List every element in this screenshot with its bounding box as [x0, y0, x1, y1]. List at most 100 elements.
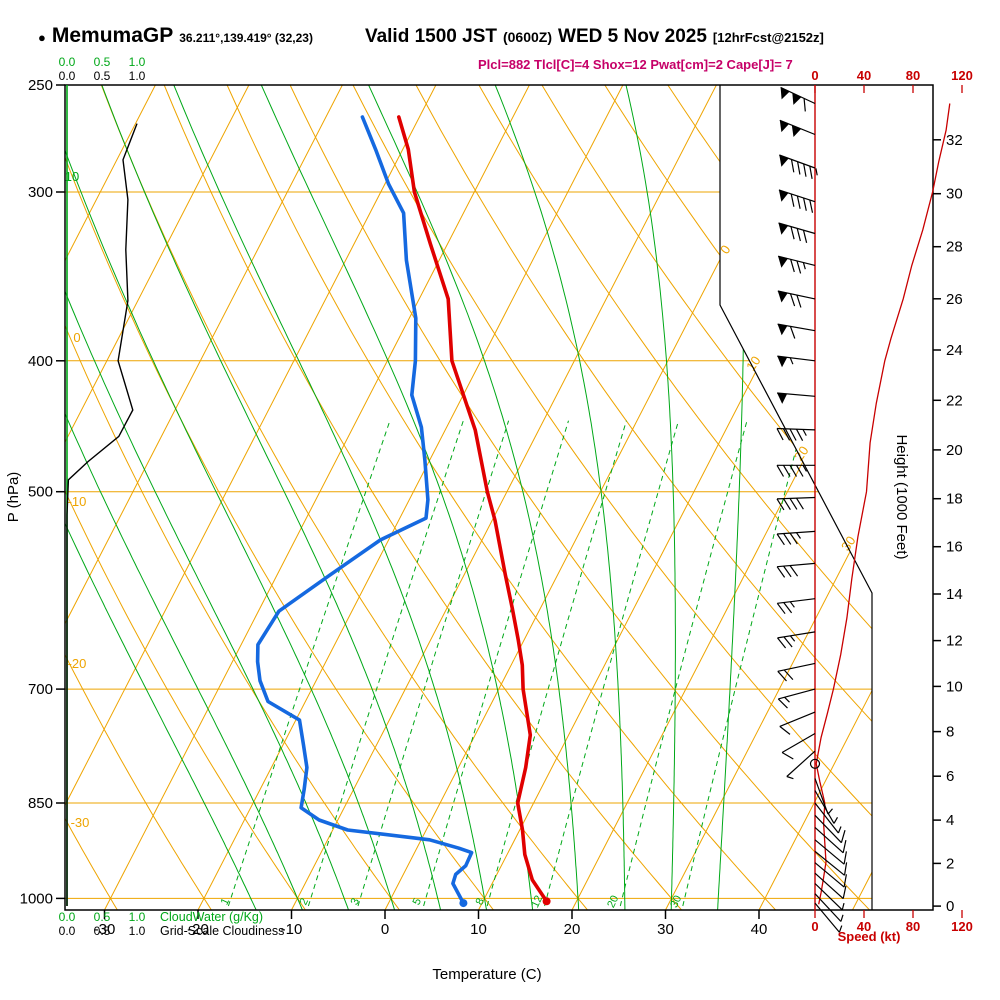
- svg-text:30: 30: [946, 186, 963, 203]
- wind-barb-full: [790, 259, 795, 273]
- moist-adiabat: [494, 85, 626, 910]
- moist-adiabat: [717, 85, 745, 910]
- svg-text:Grid-Scale Cloudiness: Grid-Scale Cloudiness: [160, 924, 284, 938]
- wind-barb-half: [802, 465, 808, 472]
- isotherm: [852, 85, 872, 910]
- dry-adiabat: [65, 85, 400, 910]
- wind-barb-pennant: [778, 256, 788, 268]
- svg-text:22: 22: [946, 392, 963, 409]
- dry-adiabat: [65, 85, 212, 910]
- wind-barb-staff: [814, 883, 843, 911]
- wind-barb-half: [833, 817, 839, 824]
- svg-text:1.0: 1.0: [129, 924, 146, 938]
- svg-text:1: 1: [219, 896, 232, 907]
- mixing-ratio-line: [682, 420, 804, 907]
- wind-barb-staff: [814, 814, 842, 844]
- svg-text:8: 8: [946, 724, 954, 741]
- wind-barb-half: [796, 532, 801, 539]
- svg-text:40: 40: [857, 68, 871, 83]
- wind-barb-half: [802, 262, 806, 270]
- svg-text:-30: -30: [94, 921, 116, 938]
- wind-barb-staff: [814, 862, 845, 888]
- wind-barb-half: [789, 635, 796, 642]
- valid-date: WED 5 Nov 2025: [558, 26, 707, 47]
- plot-border: [64, 84, 934, 911]
- wind-barb-full: [796, 228, 801, 242]
- dry-adiabat: [415, 85, 872, 910]
- calm-wind-icon: [809, 758, 821, 769]
- moist-adiabat: [101, 85, 442, 910]
- mixing-ratio-line: [544, 420, 679, 907]
- svg-text:26: 26: [946, 291, 963, 308]
- wind-barb-half: [838, 925, 843, 933]
- wind-barb-staff: [814, 802, 839, 834]
- isotherm: [197, 85, 624, 910]
- temperature-curve: [397, 115, 549, 904]
- wind-barb-staff: [776, 427, 816, 431]
- valid-utc: (0600Z): [502, 29, 553, 45]
- wind-barb-full: [783, 636, 793, 648]
- wind-barb-full: [843, 851, 847, 865]
- wind-barb-full: [790, 226, 795, 240]
- wind-barb-full: [776, 428, 784, 441]
- svg-text:40: 40: [751, 921, 768, 938]
- svg-text:0.5: 0.5: [94, 924, 111, 938]
- wind-barb-pennant: [791, 125, 802, 137]
- svg-text:20: 20: [564, 921, 581, 938]
- wind-barb-staff: [814, 872, 844, 900]
- svg-text:-10: -10: [68, 494, 87, 509]
- svg-text:250: 250: [28, 77, 53, 94]
- mixing-ratio-line: [227, 420, 391, 907]
- cloudiness-profile: [66, 123, 138, 906]
- svg-text:-20: -20: [68, 656, 87, 671]
- wind-barb-full: [776, 566, 786, 578]
- wind-barb-staff: [779, 711, 816, 727]
- svg-text:10: 10: [743, 353, 764, 373]
- wind-barb-full: [809, 165, 813, 180]
- wind-barb-full: [789, 326, 796, 339]
- wind-barb-full: [783, 669, 794, 681]
- wind-barb-full: [803, 163, 807, 177]
- svg-text:10: 10: [946, 678, 963, 695]
- wind-barb-full: [783, 565, 792, 578]
- wind-barb-pennant: [777, 393, 788, 404]
- svg-text:Temperature (C): Temperature (C): [432, 966, 541, 983]
- mixing-ratio-line: [423, 420, 569, 907]
- svg-text:30: 30: [657, 921, 674, 938]
- svg-text:10: 10: [470, 921, 487, 938]
- wind-speed-curve: [815, 103, 951, 905]
- wind-barb-half: [802, 429, 807, 436]
- moist-adiabat: [625, 85, 676, 910]
- svg-text:-10: -10: [281, 921, 303, 938]
- valid-time: Valid 1500 JST: [364, 26, 497, 47]
- wind-barb-staff: [814, 850, 845, 876]
- wind-barb-staff: [777, 290, 816, 300]
- isotherm: [665, 85, 872, 910]
- svg-text:850: 850: [28, 795, 53, 812]
- wind-barb-full: [790, 159, 795, 173]
- wind-barb-full: [776, 464, 785, 477]
- svg-text:4: 4: [946, 812, 954, 829]
- wind-barb-full: [842, 885, 847, 899]
- wind-barb-staff: [814, 839, 845, 865]
- svg-text:0.0: 0.0: [59, 910, 76, 924]
- wind-barb-half: [784, 696, 790, 703]
- wind-barb-full: [803, 98, 806, 112]
- dry-adiabat: [65, 85, 306, 910]
- wind-barb-full: [842, 839, 847, 853]
- wind-barb-staff: [786, 750, 816, 777]
- isotherm: [65, 85, 156, 910]
- svg-text:0.5: 0.5: [94, 910, 111, 924]
- svg-text:0.0: 0.0: [59, 69, 76, 83]
- svg-text:1.0: 1.0: [129, 69, 146, 83]
- mixing-ratio-line: [357, 420, 510, 907]
- svg-text:-30: -30: [71, 815, 90, 830]
- svg-text:1000: 1000: [20, 890, 53, 907]
- wind-barb-full: [776, 533, 785, 546]
- svg-text:0.5: 0.5: [94, 69, 111, 83]
- station-coords: 36.211°,139.419° (32,23): [179, 31, 313, 45]
- svg-text:18: 18: [946, 491, 963, 508]
- isotherm: [65, 85, 437, 910]
